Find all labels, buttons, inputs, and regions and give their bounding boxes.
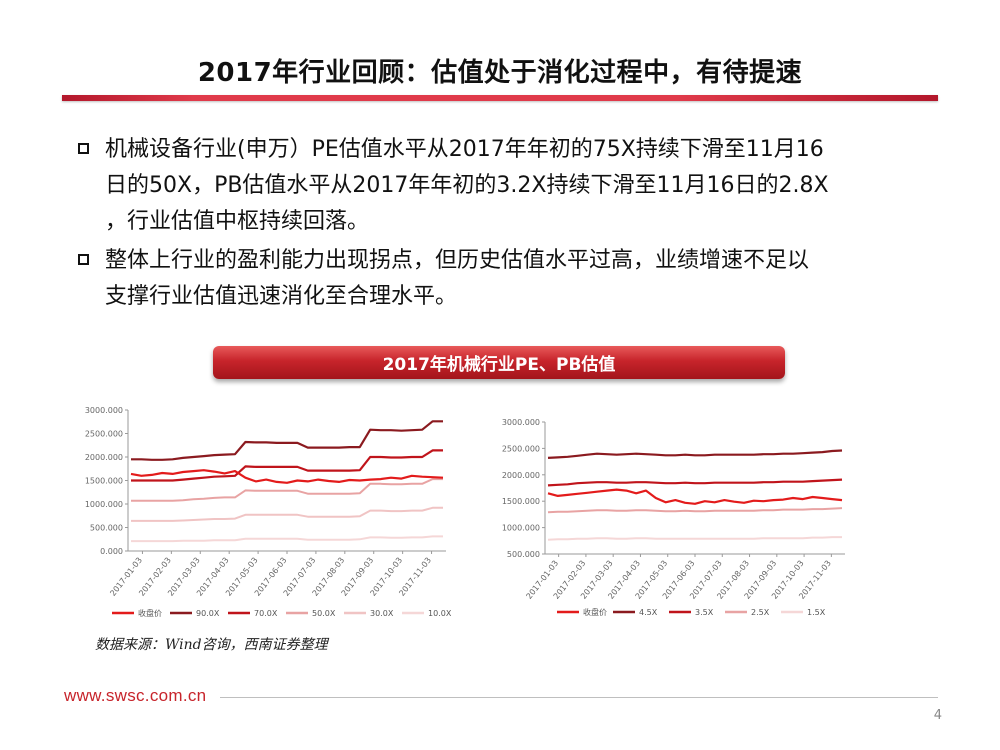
y-tick-label: 500.000 <box>507 550 540 559</box>
pe-band-chart-svg: 0.000 500.000 1000.000 1500.000 2000.000 2500… <box>85 406 452 618</box>
data-source-note: 数据来源：Wind咨询，西南证券整理 <box>95 637 328 653</box>
legend-label: 2.5X <box>751 608 770 617</box>
legend-label: 10.0X <box>428 609 452 618</box>
legend-label: 30.0X <box>370 609 394 618</box>
pe-band-chart: 0.000 500.000 1000.000 1500.000 2000.000 2500… <box>60 400 460 630</box>
legend-label: 收盘价 <box>138 608 162 618</box>
legend-label: 70.0X <box>254 609 278 618</box>
bullet-text-1: 机械设备行业(申万）PE估值水平从2017年年初的75X持续下滑至11月16 日… <box>105 137 829 234</box>
series-line-band-4 <box>131 506 443 522</box>
bullet-list: 机械设备行业(申万）PE估值水平从2017年年初的75X持续下滑至11月16 日… <box>78 132 928 318</box>
website-link[interactable]: www.swsc.com.cn <box>64 686 207 705</box>
y-tick-label: 1500.000 <box>85 477 123 486</box>
square-bullet-icon <box>78 254 89 265</box>
series-line-band-3 <box>131 478 443 502</box>
y-tick-label: 2000.000 <box>85 453 123 462</box>
legend-label: 收盘价 <box>583 607 607 617</box>
series-line-band-4 <box>547 536 842 541</box>
series-line-close <box>130 469 444 484</box>
legend-label: 1.5X <box>807 608 826 617</box>
series-line-band-2 <box>547 478 843 487</box>
y-tick-label: 1500.000 <box>502 497 540 506</box>
legend-label: 90.0X <box>196 609 220 618</box>
y-tick-label: 3000.000 <box>85 406 123 415</box>
footer-divider <box>220 697 938 698</box>
series-line-band-3 <box>547 507 843 514</box>
series-line-close <box>547 488 843 505</box>
y-tick-label: 0.000 <box>100 547 123 556</box>
series-line-band-2 <box>131 449 443 482</box>
y-tick-label: 500.000 <box>90 524 123 533</box>
pb-band-chart-svg: 500.000 1000.000 1500.000 2000.000 2500.000 3… <box>502 418 845 617</box>
slide-title: 2017年行业回顾：估值处于消化过程中，有待提速 <box>197 58 803 88</box>
y-tick-label: 2000.000 <box>502 471 540 480</box>
square-bullet-icon <box>78 143 89 154</box>
bullet-item-2: 整体上行业的盈利能力出现拐点，但历史估值水平过高，业绩增速不足以 支撑行业估值迅… <box>78 243 928 315</box>
y-tick-label: 2500.000 <box>502 444 540 453</box>
legend-label: 50.0X <box>312 609 336 618</box>
y-tick-label: 3000.000 <box>502 418 540 427</box>
chart-caption-banner: 2017年机械行业PE、PB估值 <box>213 346 785 379</box>
series-line-band-1 <box>131 420 443 461</box>
bullet-text-2: 整体上行业的盈利能力出现拐点，但历史估值水平过高，业绩增速不足以 支撑行业估值迅… <box>105 248 810 309</box>
pb-band-chart: 500.000 1000.000 1500.000 2000.000 2500.000 3… <box>493 410 863 628</box>
y-tick-label: 1000.000 <box>85 500 123 509</box>
legend-label: 4.5X <box>639 608 658 617</box>
legend-label: 3.5X <box>695 608 714 617</box>
y-tick-label: 1000.000 <box>502 524 540 533</box>
bullet-item-1: 机械设备行业(申万）PE估值水平从2017年年初的75X持续下滑至11月16 日… <box>78 132 928 240</box>
chart-caption: 2017年机械行业PE、PB估值 <box>382 355 616 375</box>
title-underline <box>62 95 938 101</box>
page-number: 4 <box>933 708 942 723</box>
series-line-band-5 <box>131 535 443 543</box>
series-line-band-1 <box>547 449 843 459</box>
y-tick-label: 2500.000 <box>85 430 123 439</box>
